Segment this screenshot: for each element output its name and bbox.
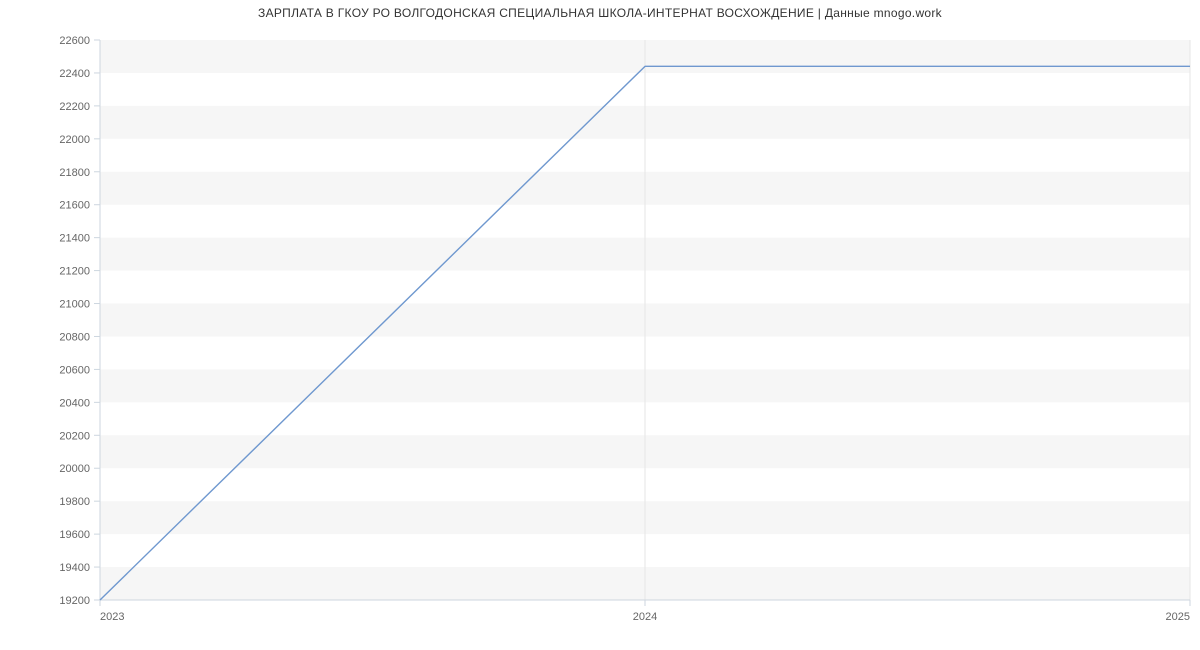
y-tick-label: 22400 [59, 68, 90, 80]
y-tick-label: 22600 [59, 35, 90, 47]
y-tick-label: 21200 [59, 266, 90, 278]
y-tick-label: 22000 [59, 134, 90, 146]
x-tick-label: 2024 [633, 611, 657, 623]
y-tick-label: 21400 [59, 233, 90, 245]
y-tick-label: 21600 [59, 200, 90, 212]
chart-plot-area: 19200 19400 19600 19800 20000 20200 20400 20600… [0, 0, 1200, 650]
y-tick-label: 22200 [59, 101, 90, 113]
x-tick-label: 2023 [100, 611, 124, 623]
chart-title: ЗАРПЛАТА В ГКОУ РО ВОЛГОДОНСКАЯ СПЕЦИАЛЬ… [0, 6, 1200, 20]
y-tick-label: 21800 [59, 167, 90, 179]
y-tick-label: 19400 [59, 562, 90, 574]
y-tick-label: 19600 [59, 529, 90, 541]
y-tick-label: 20800 [59, 331, 90, 343]
y-tick-label: 20000 [59, 463, 90, 475]
y-tick-label: 19800 [59, 496, 90, 508]
y-tick-label: 21000 [59, 299, 90, 311]
y-tick-label: 20200 [59, 430, 90, 442]
salary-chart: ЗАРПЛАТА В ГКОУ РО ВОЛГОДОНСКАЯ СПЕЦИАЛЬ… [0, 0, 1200, 650]
y-tick-label: 19200 [59, 595, 90, 607]
y-tick-label: 20400 [59, 397, 90, 409]
x-tick-label: 2025 [1166, 611, 1190, 623]
y-tick-label: 20600 [59, 364, 90, 376]
